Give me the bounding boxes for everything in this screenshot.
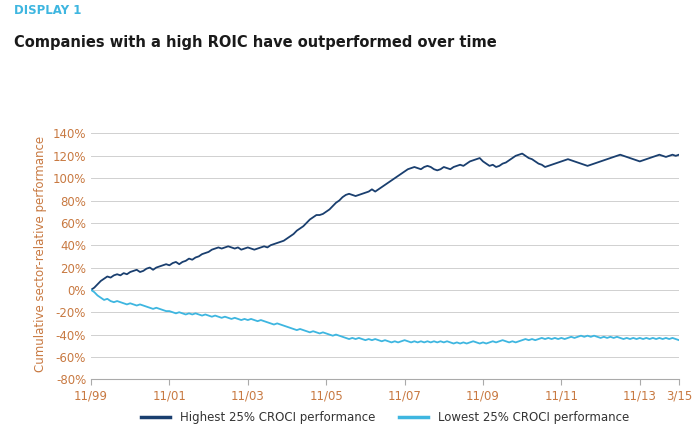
Lowest 25% CROCI performance (368, 337, 376, 343)
Lowest 25% CROCI performance (675, 337, 683, 343)
Highest 25% CROCI performance (371, 189, 379, 194)
Highest 25% CROCI performance (175, 262, 183, 267)
Highest 25% CROCI performance (675, 152, 683, 157)
Highest 25% CROCI performance (577, 161, 585, 166)
Text: Companies with a high ROIC have outperformed over time: Companies with a high ROIC have outperfo… (14, 35, 497, 50)
Legend: Highest 25% CROCI performance, Lowest 25% CROCI performance: Highest 25% CROCI performance, Lowest 25… (136, 406, 634, 429)
Text: DISPLAY 1: DISPLAY 1 (14, 4, 81, 17)
Line: Lowest 25% CROCI performance: Lowest 25% CROCI performance (91, 290, 679, 344)
Highest 25% CROCI performance (250, 247, 258, 252)
Lowest 25% CROCI performance (136, 302, 144, 307)
Line: Highest 25% CROCI performance: Highest 25% CROCI performance (91, 153, 679, 290)
Highest 25% CROCI performance (368, 187, 376, 192)
Lowest 25% CROCI performance (371, 336, 379, 342)
Highest 25% CROCI performance (518, 151, 526, 156)
Y-axis label: Cumulative sector-relative performance: Cumulative sector-relative performance (34, 135, 47, 372)
Lowest 25% CROCI performance (250, 318, 258, 323)
Lowest 25% CROCI performance (87, 287, 95, 292)
Highest 25% CROCI performance (87, 287, 95, 292)
Lowest 25% CROCI performance (175, 310, 183, 315)
Lowest 25% CROCI performance (449, 341, 458, 346)
Highest 25% CROCI performance (136, 269, 144, 275)
Lowest 25% CROCI performance (577, 333, 585, 338)
